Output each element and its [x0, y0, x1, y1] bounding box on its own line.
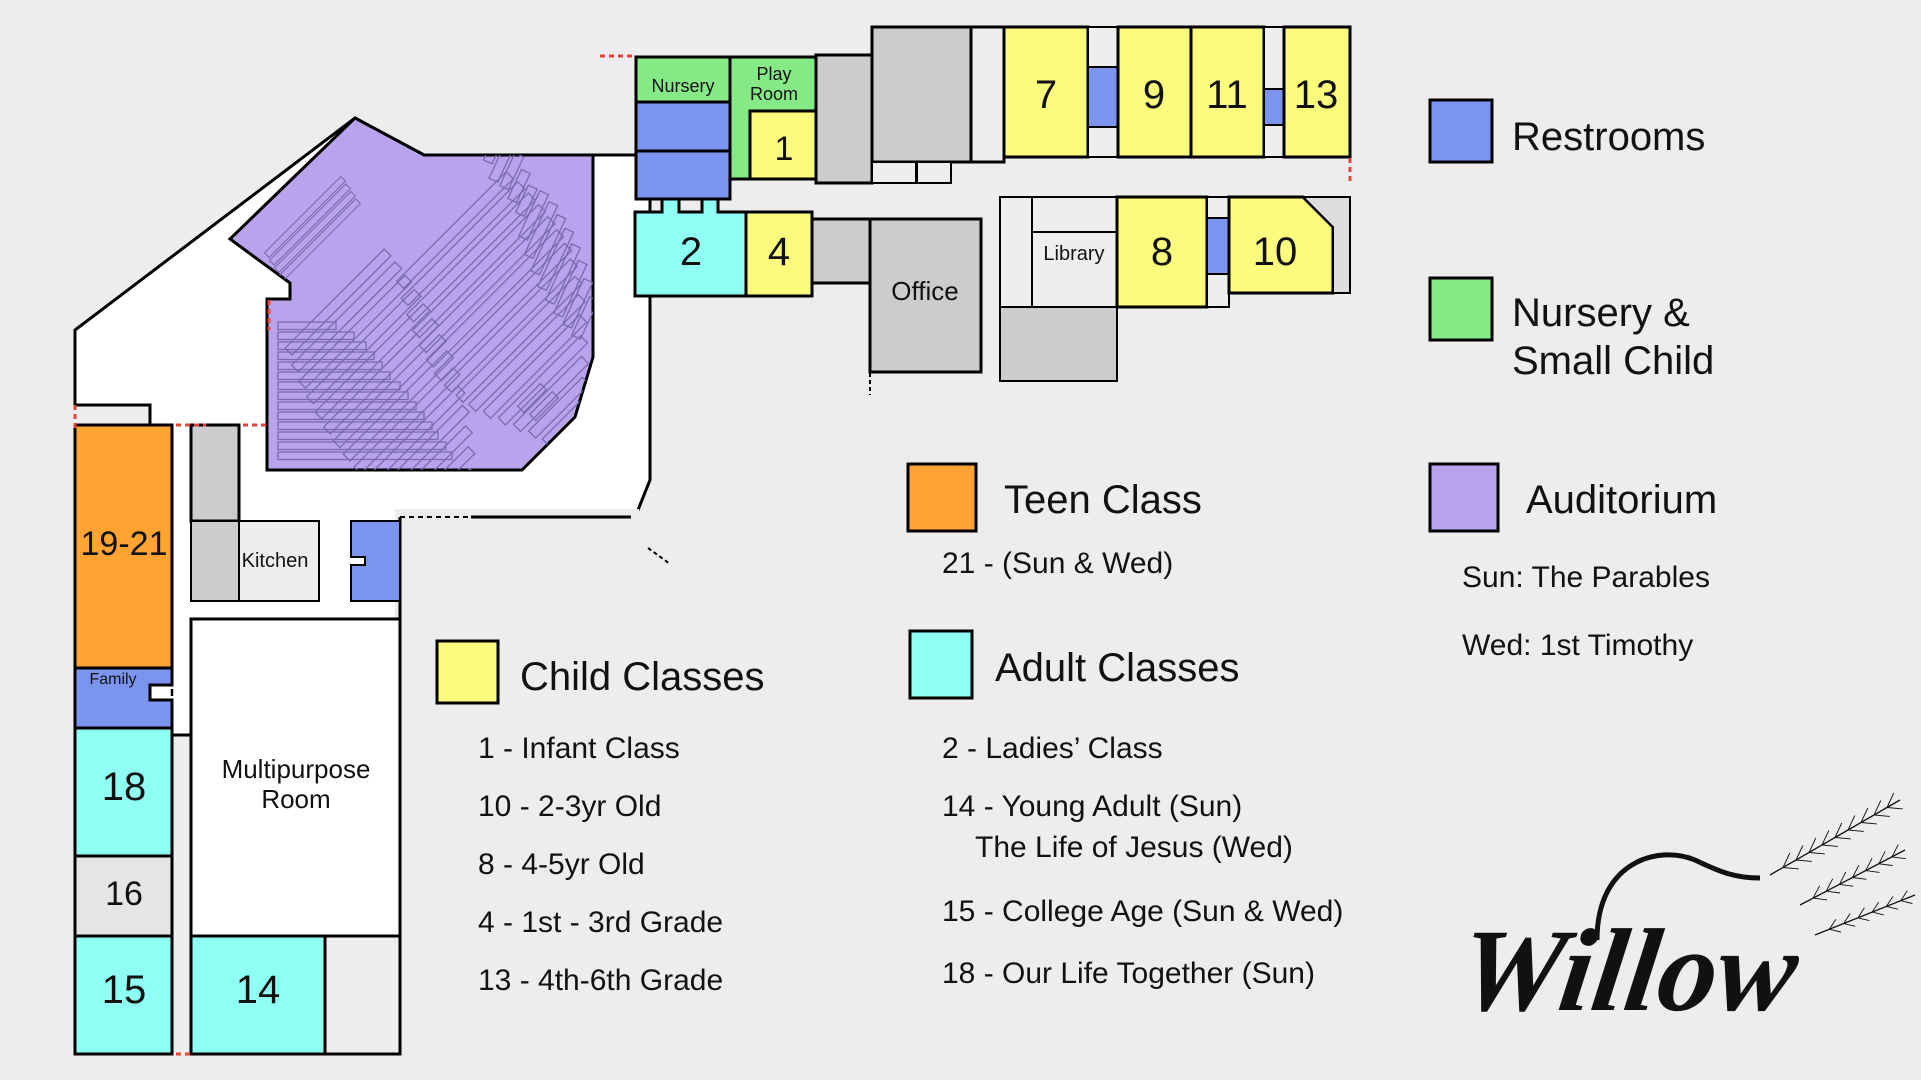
svg-text:8 - 4-5yr Old: 8 - 4-5yr Old	[478, 848, 645, 881]
svg-text:18: 18	[102, 765, 147, 809]
svg-text:4 - 1st - 3rd Grade: 4 - 1st - 3rd Grade	[478, 906, 723, 939]
svg-text:10 - 2-3yr Old: 10 - 2-3yr Old	[478, 790, 661, 823]
svg-text:Library: Library	[1043, 243, 1104, 265]
svg-text:Adult Classes: Adult Classes	[995, 646, 1240, 690]
svg-text:Office: Office	[891, 276, 958, 306]
svg-text:Kitchen: Kitchen	[242, 550, 309, 572]
svg-text:14 - Young Adult (Sun): 14 - Young Adult (Sun)	[942, 790, 1242, 823]
svg-text:16: 16	[105, 875, 143, 913]
svg-text:19-21: 19-21	[81, 525, 168, 563]
svg-text:15: 15	[102, 968, 147, 1012]
svg-text:Restrooms: Restrooms	[1512, 115, 1705, 159]
svg-text:14: 14	[236, 968, 281, 1012]
svg-text:18 - Our Life Together (Sun): 18 - Our Life Together (Sun)	[942, 957, 1315, 990]
svg-text:Play: Play	[756, 64, 791, 84]
svg-text:1: 1	[775, 130, 794, 168]
svg-text:9: 9	[1143, 73, 1165, 117]
svg-text:2: 2	[680, 230, 702, 274]
svg-text:The Life of Jesus (Wed): The Life of Jesus (Wed)	[975, 831, 1293, 864]
svg-text:Multipurpose: Multipurpose	[222, 754, 371, 784]
svg-text:Room: Room	[750, 84, 798, 104]
svg-text:15 - College Age (Sun & Wed): 15 - College Age (Sun & Wed)	[942, 895, 1343, 928]
svg-text:21 - (Sun & Wed): 21 - (Sun & Wed)	[942, 547, 1173, 580]
svg-text:13 - 4th-6th Grade: 13 - 4th-6th Grade	[478, 964, 723, 997]
svg-text:Family: Family	[89, 671, 136, 688]
svg-text:Teen Class: Teen Class	[1004, 478, 1202, 522]
svg-text:Willow: Willow	[1451, 905, 1807, 1036]
svg-text:Room: Room	[261, 784, 330, 814]
svg-text:Nursery: Nursery	[651, 76, 714, 96]
svg-text:Small Child: Small Child	[1512, 339, 1714, 383]
svg-text:Sun: The Parables: Sun: The Parables	[1462, 561, 1710, 594]
svg-text:10: 10	[1253, 230, 1298, 274]
svg-text:1 - Infant Class: 1 - Infant Class	[478, 732, 680, 765]
svg-text:11: 11	[1206, 73, 1248, 117]
svg-text:Nursery &: Nursery &	[1512, 291, 1690, 335]
svg-text:Wed: 1st Timothy: Wed: 1st Timothy	[1462, 629, 1693, 662]
svg-text:Child Classes: Child Classes	[520, 655, 765, 699]
svg-text:Auditorium: Auditorium	[1526, 478, 1717, 522]
svg-text:8: 8	[1151, 230, 1173, 274]
svg-text:4: 4	[768, 230, 790, 274]
svg-text:13: 13	[1294, 73, 1339, 117]
svg-text:7: 7	[1035, 73, 1057, 117]
svg-text:2 - Ladies’ Class: 2 - Ladies’ Class	[942, 732, 1163, 765]
